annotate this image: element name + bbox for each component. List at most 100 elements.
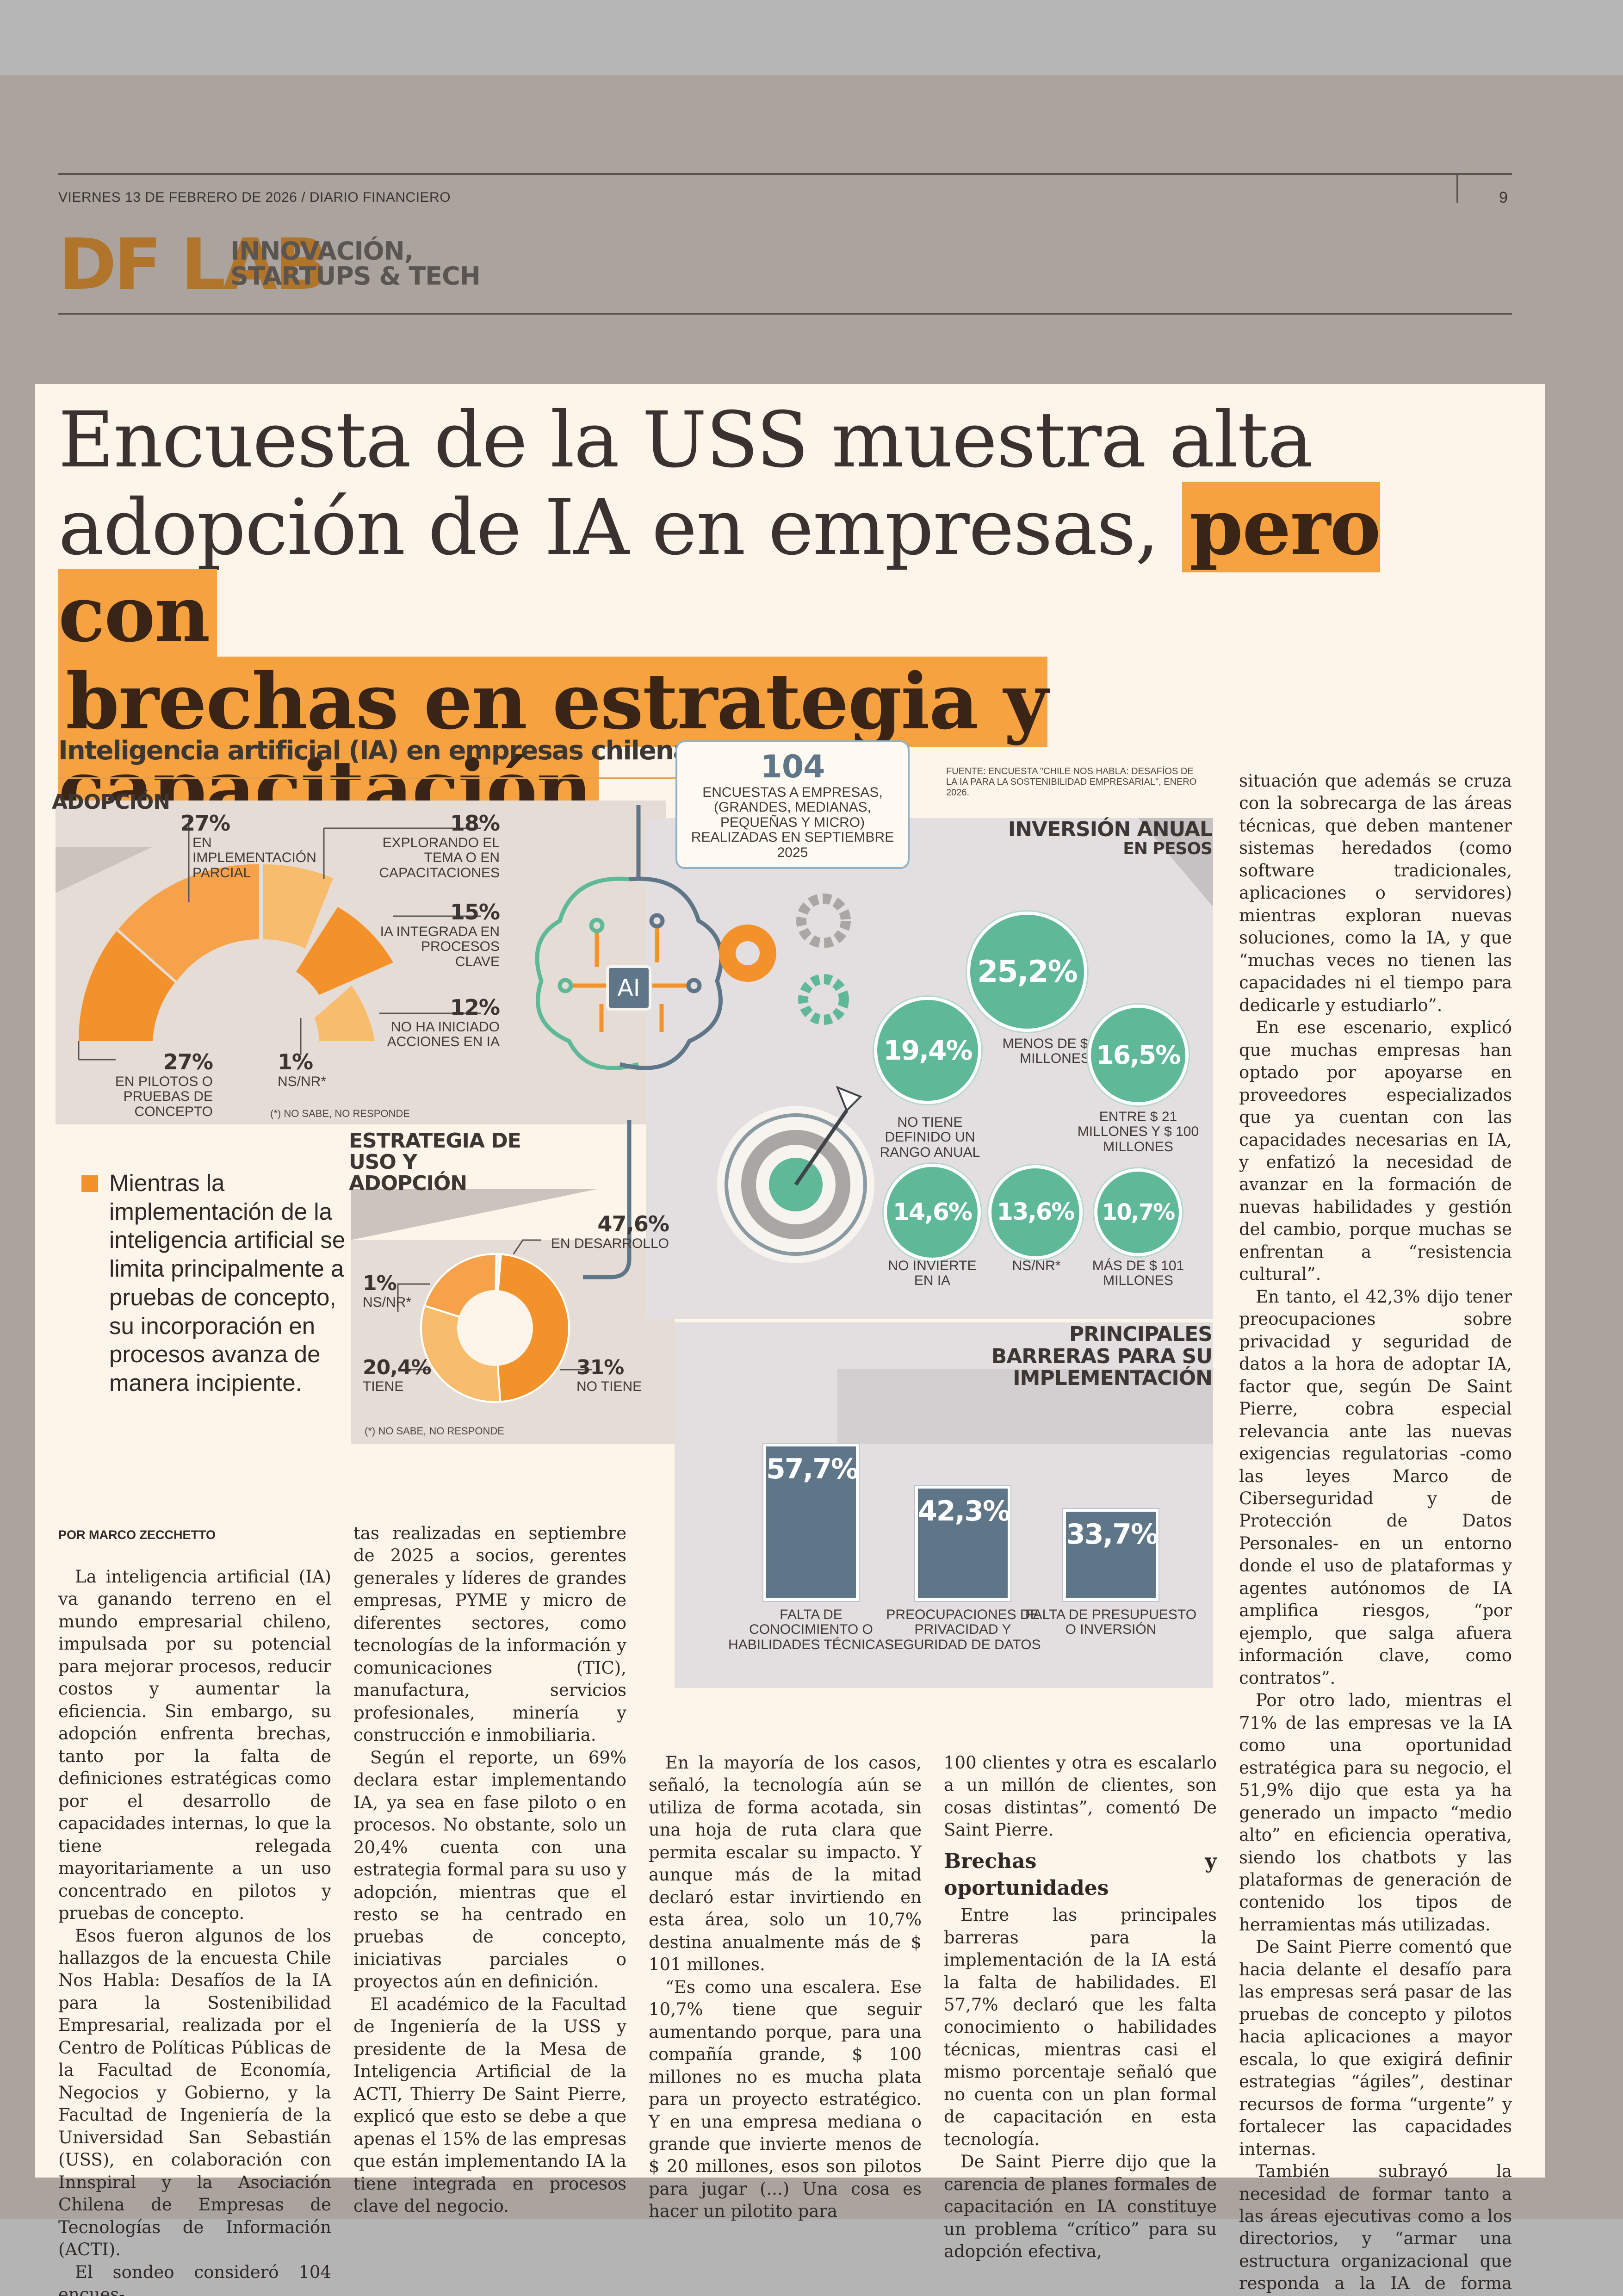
adoption-slice-pilots xyxy=(78,931,175,1041)
barrier-bar: 57,7% xyxy=(763,1444,859,1601)
investment-bubble-label: MÁS DE $ 101 MILLONES xyxy=(1092,1258,1184,1289)
col2-paragraph: Según el reporte, un 69% declara estar i… xyxy=(353,1747,626,1992)
investment-heading: INVERSIÓN ANUAL EN PESOS xyxy=(999,818,1213,859)
headline-part-1: Encuesta de la USS muestra alta adopción… xyxy=(58,396,1313,572)
col4-paragraph: De Saint Pierre dijo que la carencia de … xyxy=(944,2152,1217,2262)
investment-bubble-label: NO TIENE DEFINIDO UN RANGO ANUAL xyxy=(880,1115,980,1160)
page-number: 9 xyxy=(1499,189,1508,206)
adoption-text-nsnr: NS/NR* xyxy=(278,1074,327,1089)
col4-intro: 100 clientes y otra es escalarlo a un mi… xyxy=(944,1753,1217,1840)
adoption-heading: ADOPCIÓN xyxy=(52,790,170,814)
barrier-bar: 33,7% xyxy=(1063,1509,1158,1601)
strategy-heading: ESTRATEGIA DE USO Y ADOPCIÓN xyxy=(349,1129,521,1196)
body-column-4: 100 clientes y otra es escalarlo a un mi… xyxy=(944,1752,1217,2263)
ai-circuit-brain xyxy=(535,805,724,1279)
top-gray-band xyxy=(0,0,1623,75)
strategy-text-no: NO TIENE xyxy=(576,1379,642,1394)
strategy-text-developing: EN DESARROLLO xyxy=(551,1236,669,1251)
col3-paragraph: “Es como una escalera. Ese 10,7% tiene q… xyxy=(649,1977,922,2222)
adoption-text-not-started: NO HA INICIADO ACCIONES EN IA xyxy=(387,1019,500,1050)
header-top-rule xyxy=(58,173,1512,175)
gears xyxy=(719,894,851,1025)
header-divider xyxy=(1456,174,1458,203)
strategy-value-has: 20,4% xyxy=(363,1356,432,1379)
investment-title: INVERSIÓN ANUAL xyxy=(1008,818,1213,841)
section-name: INNOVACIÓN, STARTUPS & TECH xyxy=(230,236,481,291)
col5-paragraph: También subrayó la necesidad de formar t… xyxy=(1239,2161,1512,2296)
adoption-label-nsnr: 1% NS/NR* xyxy=(278,1049,326,1089)
adoption-gauge xyxy=(78,819,481,1061)
headline: Encuesta de la USS muestra alta adopción… xyxy=(58,396,1493,834)
adoption-slice-integrated xyxy=(296,907,393,995)
dateline: VIERNES 13 DE FEBRERO DE 2026 / DIARIO F… xyxy=(58,190,451,205)
col3-paragraph: En la mayoría de los casos, señaló, la t… xyxy=(649,1753,922,1975)
strategy-connectors xyxy=(397,1239,592,1371)
ai-chip: AI xyxy=(606,965,651,1011)
investment-bubble-label: NO INVIERTE EN IA xyxy=(888,1258,977,1289)
adoption-label-pilots: 27% EN PILOTOS O PRUEBAS DE CONCEPTO xyxy=(60,1049,213,1119)
strategy-footnote: (*) NO SABE, NO RESPONDE xyxy=(365,1425,504,1437)
adoption-footnote: (*) NO SABE, NO RESPONDE xyxy=(270,1108,410,1119)
strategy-label-no: 31% NO TIENE xyxy=(576,1356,642,1394)
adoption-label-integrated: 15% IA INTEGRADA EN PROCESOS CLAVE xyxy=(379,900,500,969)
adoption-label-not-started: 12% NO HA INICIADO ACCIONES EN IA xyxy=(370,995,500,1050)
strategy-value-nsnr: 1% xyxy=(363,1272,397,1295)
strategy-label-nsnr: 1% NS/NR* xyxy=(363,1272,411,1310)
investment-bubble: 10,7% xyxy=(1094,1168,1183,1257)
body-column-1: La inteligencia artificial (IA) va ganan… xyxy=(58,1566,331,2296)
adoption-value-exploring: 18% xyxy=(450,811,500,836)
investment-bubble: 13,6% xyxy=(988,1165,1083,1260)
adoption-label-partial: 27% EN IMPLEMENTACIÓN PARCIAL xyxy=(180,811,327,881)
body-column-5: situación que además se cruza con la sob… xyxy=(1239,770,1512,2296)
body-column-3: En la mayoría de los casos, señaló, la t… xyxy=(649,1752,922,2223)
bottom-gray-band xyxy=(0,2219,1623,2296)
dart-target xyxy=(717,1086,874,1263)
pull-quote-marker xyxy=(81,1175,98,1192)
adoption-slice-not-started xyxy=(315,986,375,1041)
strategy-text-nsnr: NS/NR* xyxy=(363,1295,412,1310)
investment-bubble: 25,2% xyxy=(967,912,1087,1032)
adoption-value-not-started: 12% xyxy=(450,995,500,1020)
barrier-bar: 42,3% xyxy=(915,1485,1010,1601)
adoption-value-partial: 27% xyxy=(180,811,230,836)
investment-bubble-label: NS/NR* xyxy=(1012,1258,1061,1273)
investment-subtitle: EN PESOS xyxy=(1123,839,1213,859)
strategy-value-developing: 47,6% xyxy=(597,1211,669,1236)
adoption-label-exploring: 18% EXPLORANDO EL TEMA O EN CAPACITACION… xyxy=(352,811,500,881)
col4-paragraph: Entre las principales barreras para la i… xyxy=(944,1905,1217,2149)
adoption-text-partial: EN IMPLEMENTACIÓN PARCIAL xyxy=(192,835,316,881)
figure-title-underline xyxy=(58,777,678,779)
adoption-slice-exploring xyxy=(263,864,333,949)
strategy-donut xyxy=(420,1253,570,1403)
pull-quote: Mientras la implementación de la intelig… xyxy=(109,1170,346,1396)
section-line-2: STARTUPS & TECH xyxy=(230,261,481,291)
col5-paragraph: De Saint Pierre comentó que hacia delant… xyxy=(1239,1937,1512,2159)
adoption-value-nsnr: 1% xyxy=(278,1049,313,1074)
col1-paragraph: El sondeo consideró 104 encues- xyxy=(58,2262,331,2296)
figure-title: Inteligencia artificial (IA) en empresas… xyxy=(58,736,705,766)
col5-paragraph: En tanto, el 42,3% dijo tener preocupaci… xyxy=(1239,1286,1512,1688)
section-line-1: INNOVACIÓN, xyxy=(230,236,414,266)
col5-intro: situación que además se cruza con la sob… xyxy=(1239,771,1512,1015)
brand-logo: DF LAB xyxy=(58,223,328,305)
investment-bubble: 19,4% xyxy=(873,996,982,1105)
col1-paragraph: Esos fueron algunos de los hallazgos de … xyxy=(58,1925,331,2260)
header-bottom-rule xyxy=(58,313,1512,315)
col2-paragraph: tas realizadas en septiembre de 2025 a s… xyxy=(353,1523,626,1745)
barrier-label: FALTA DE CONOCIMIENTO O HABILIDADES TÉCN… xyxy=(728,1607,894,1652)
adoption-text-integrated: IA INTEGRADA EN PROCESOS CLAVE xyxy=(380,924,500,969)
investment-bubble-label: ENTRE $ 21 MILLONES Y $ 100 MILLONES xyxy=(1077,1109,1199,1154)
adoption-value-integrated: 15% xyxy=(450,900,500,925)
barrier-label: FALTA DE PRESUPUESTO O INVERSIÓN xyxy=(1025,1607,1197,1638)
strategy-label-has: 20,4% TIENE xyxy=(363,1356,432,1394)
survey-box: 104 ENCUESTAS A EMPRESAS, (GRANDES, MEDI… xyxy=(675,740,910,869)
figure-source: FUENTE: ENCUESTA "CHILE NOS HABLA: DESAF… xyxy=(946,766,1197,798)
col1-paragraph: La inteligencia artificial (IA) va ganan… xyxy=(58,1567,331,1924)
strategy-value-no: 31% xyxy=(576,1356,624,1379)
adoption-value-pilots: 27% xyxy=(163,1049,213,1074)
col4-subheading: Brechas y oportunidades xyxy=(944,1849,1217,1900)
strategy-text-has: TIENE xyxy=(363,1379,404,1394)
adoption-slice-partial xyxy=(118,864,259,981)
barrier-label: PREOCUPACIONES DE PRIVACIDAD Y SEGURIDAD… xyxy=(885,1607,1041,1652)
col2-paragraph: El académico de la Facultad de Ingenierí… xyxy=(353,1994,626,2216)
